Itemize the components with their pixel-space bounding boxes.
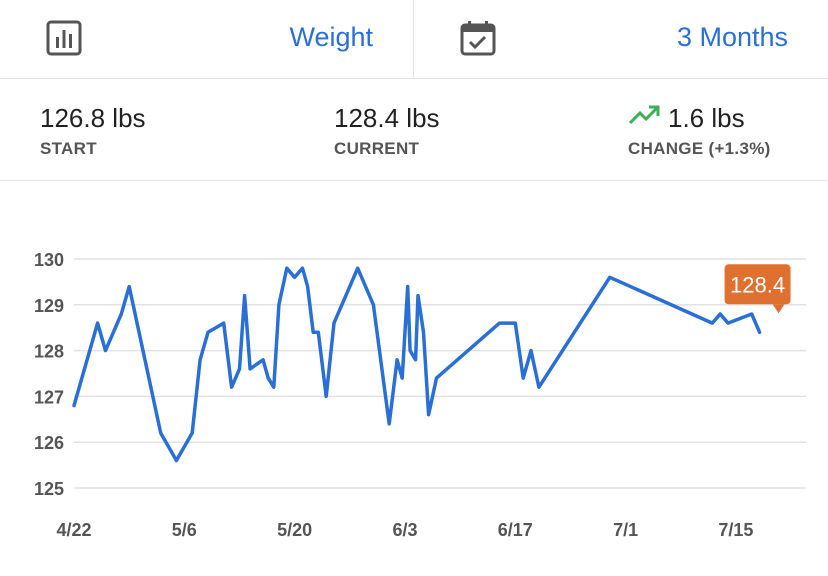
x-tick-label: 4/22 <box>56 520 91 540</box>
header-bar: Weight 3 Months <box>0 0 828 79</box>
bar-chart-icon <box>46 20 82 56</box>
y-tick-label: 125 <box>34 479 64 499</box>
y-tick-label: 127 <box>34 387 64 407</box>
x-tick-label: 7/15 <box>718 520 753 540</box>
callout-label: 128.4 <box>730 272 785 297</box>
stat-change: 1.6 lbs CHANGE (+1.3%) <box>628 103 771 159</box>
stat-current: 128.4 lbs CURRENT <box>334 103 440 159</box>
start-label: START <box>40 139 97 158</box>
weight-series-line <box>72 266 762 463</box>
x-tick-label: 5/20 <box>277 520 312 540</box>
metric-selector[interactable]: Weight <box>0 0 414 78</box>
y-tick-label: 126 <box>34 433 64 453</box>
weight-line-chart: 125 126 127 128 129 130 4/22 5/6 5/20 6/3 6/17 7/1… <box>34 250 806 540</box>
start-value: 126.8 lbs <box>40 103 146 133</box>
metric-label[interactable]: Weight <box>289 22 373 52</box>
range-label[interactable]: 3 Months <box>676 22 788 52</box>
current-value: 128.4 lbs <box>334 103 440 133</box>
change-value: 1.6 lbs <box>668 103 745 133</box>
trending-up-icon <box>628 105 660 125</box>
stats-row: 126.8 lbs START 128.4 lbs CURRENT 1.6 lb… <box>0 79 828 181</box>
callout-pointer <box>772 304 785 314</box>
calendar-check-icon <box>460 21 496 56</box>
x-tick-label: 5/6 <box>172 520 197 540</box>
current-value-callout: 128.4 <box>724 264 791 314</box>
y-tick-label: 129 <box>34 296 64 316</box>
stat-start: 126.8 lbs START <box>40 103 146 159</box>
x-tick-label: 7/1 <box>613 520 638 540</box>
y-tick-label: 130 <box>34 250 64 270</box>
range-selector[interactable]: 3 Months <box>414 0 828 78</box>
change-label: CHANGE (+1.3%) <box>628 139 771 158</box>
callout-box <box>724 264 791 305</box>
x-tick-label: 6/17 <box>498 520 533 540</box>
x-tick-label: 6/3 <box>392 520 417 540</box>
y-tick-label: 128 <box>34 342 64 362</box>
weight-chart: 125 126 127 128 129 130 4/22 5/6 5/20 6/3 6/17 7/1… <box>0 181 828 576</box>
current-label: CURRENT <box>334 139 420 158</box>
